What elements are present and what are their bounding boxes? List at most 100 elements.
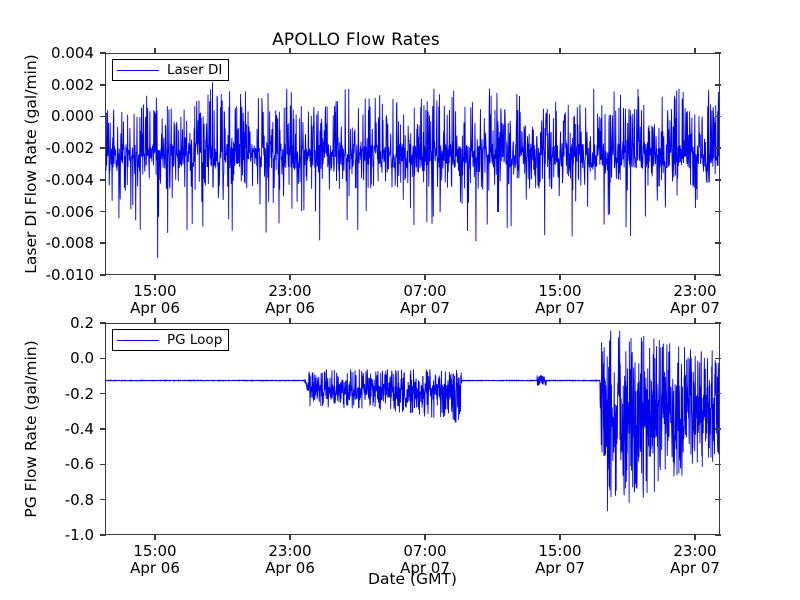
x-tick-mark <box>559 534 561 540</box>
y-tick-mark-right <box>715 242 721 245</box>
y-tick-mark-right <box>715 210 721 213</box>
x-tick-time: 15:00 <box>538 282 582 300</box>
x-tick-label: 23:00 Apr 07 <box>635 543 755 577</box>
y-tick-mark-right <box>715 534 721 536</box>
x-tick-mark-top <box>559 48 561 54</box>
x-tick-time: 23:00 <box>268 542 312 560</box>
x-tick-time: 15:00 <box>133 542 177 560</box>
y-tick-mark-right <box>715 52 721 54</box>
y-tick-mark-right <box>715 115 721 118</box>
x-tick-mark <box>289 534 291 540</box>
x-tick-time: 15:00 <box>133 282 177 300</box>
x-tick-mark-top <box>694 48 696 54</box>
y-tick-mark <box>100 242 106 245</box>
x-tick-label: 07:00 Apr 07 <box>365 543 485 577</box>
y-tick-mark-right <box>715 357 721 360</box>
y-tick-mark <box>100 115 106 118</box>
x-tick-label: 15:00 Apr 07 <box>500 283 620 317</box>
x-tick-mark-top <box>424 48 426 54</box>
chart-title: APOLLO Flow Rates <box>0 30 800 50</box>
x-tick-mark <box>424 274 426 280</box>
laser-di-series-plot <box>106 82 719 259</box>
y-tick-mark-right <box>715 322 721 324</box>
y-tick-label: 0.002 <box>51 75 94 94</box>
y-tick-mark-right <box>715 274 721 276</box>
y-tick-mark-right <box>715 463 721 466</box>
legend-line-laser-di <box>117 69 159 71</box>
y-tick-label: 0.0 <box>70 349 94 368</box>
x-tick-label: 23:00 Apr 06 <box>230 543 350 577</box>
x-tick-mark-top <box>424 318 426 324</box>
x-tick-date: Apr 06 <box>265 559 315 577</box>
x-tick-label: 23:00 Apr 06 <box>230 283 350 317</box>
y-tick-mark <box>100 428 106 430</box>
y-tick-mark-right <box>715 147 721 149</box>
y-tick-label: -0.002 <box>45 139 94 158</box>
y-tick-mark <box>100 463 106 466</box>
y-tick-mark-right <box>715 179 721 181</box>
y-tick-mark <box>100 52 106 54</box>
x-tick-time: 07:00 <box>403 282 447 300</box>
x-tick-mark-top <box>559 318 561 324</box>
x-tick-time: 23:00 <box>673 542 717 560</box>
x-tick-mark-top <box>289 318 291 324</box>
y-tick-mark <box>100 179 106 181</box>
legend-line-pg-loop <box>117 339 159 341</box>
x-tick-mark-top <box>289 48 291 54</box>
x-tick-mark <box>424 534 426 540</box>
x-tick-time: 23:00 <box>673 282 717 300</box>
pg-loop-series-plot <box>106 330 719 512</box>
x-tick-mark <box>559 274 561 280</box>
x-tick-label: 23:00 Apr 07 <box>635 283 755 317</box>
y-tick-mark <box>100 274 106 276</box>
top-plot-legend: Laser DI <box>112 59 230 81</box>
y-tick-label: 0.004 <box>51 44 94 62</box>
x-tick-date: Apr 07 <box>535 299 585 317</box>
x-tick-time: 23:00 <box>268 282 312 300</box>
y-tick-label: -0.4 <box>64 420 94 438</box>
bottom-plot-axes <box>105 323 720 535</box>
y-tick-mark <box>100 147 106 149</box>
bottom-plot-x-axis-title: Date (GMT) <box>368 570 457 588</box>
y-tick-label: -0.6 <box>64 455 94 474</box>
y-tick-label: -0.008 <box>45 234 94 253</box>
x-tick-mark <box>694 534 696 540</box>
y-tick-mark <box>100 210 106 213</box>
pg-loop-trace <box>106 330 719 512</box>
x-tick-time: 07:00 <box>403 542 447 560</box>
chart-title-text: APOLLO Flow Rates <box>272 30 440 50</box>
y-tick-mark <box>100 322 106 324</box>
y-tick-label: -0.2 <box>64 384 94 403</box>
x-tick-mark-top <box>154 318 156 324</box>
x-tick-time: 15:00 <box>538 542 582 560</box>
x-tick-date: Apr 06 <box>265 299 315 317</box>
top-plot-y-axis-title: Laser DI Flow Rate (gal/min) <box>22 54 40 274</box>
y-tick-label: 0.2 <box>70 314 94 332</box>
x-tick-date: Apr 06 <box>130 559 180 577</box>
legend-label-pg-loop: PG Loop <box>167 332 223 348</box>
x-tick-date: Apr 07 <box>670 559 720 577</box>
x-tick-label: 15:00 Apr 06 <box>95 283 215 317</box>
x-tick-mark <box>154 534 156 540</box>
y-tick-mark-right <box>715 498 721 501</box>
x-tick-date: Apr 06 <box>130 299 180 317</box>
x-tick-mark <box>289 274 291 280</box>
y-tick-mark-right <box>715 392 721 395</box>
bottom-plot-y-axis-title: PG Flow Rate (gal/min) <box>22 340 40 518</box>
x-tick-date: Apr 07 <box>670 299 720 317</box>
y-tick-label: -0.8 <box>64 490 94 509</box>
x-tick-date: Apr 07 <box>535 559 585 577</box>
y-tick-mark <box>100 534 106 536</box>
x-tick-label: 07:00 Apr 07 <box>365 283 485 317</box>
y-tick-mark-right <box>715 428 721 430</box>
y-tick-mark-right <box>715 83 721 86</box>
y-tick-mark <box>100 392 106 395</box>
y-tick-mark <box>100 83 106 86</box>
x-tick-mark-top <box>154 48 156 54</box>
top-plot-axes <box>105 53 720 275</box>
x-tick-date: Apr 07 <box>400 299 450 317</box>
legend-label-laser-di: Laser DI <box>167 62 223 78</box>
laser-di-trace <box>106 82 719 259</box>
y-tick-label: 0.000 <box>51 107 94 126</box>
y-tick-label: -0.006 <box>45 202 94 221</box>
